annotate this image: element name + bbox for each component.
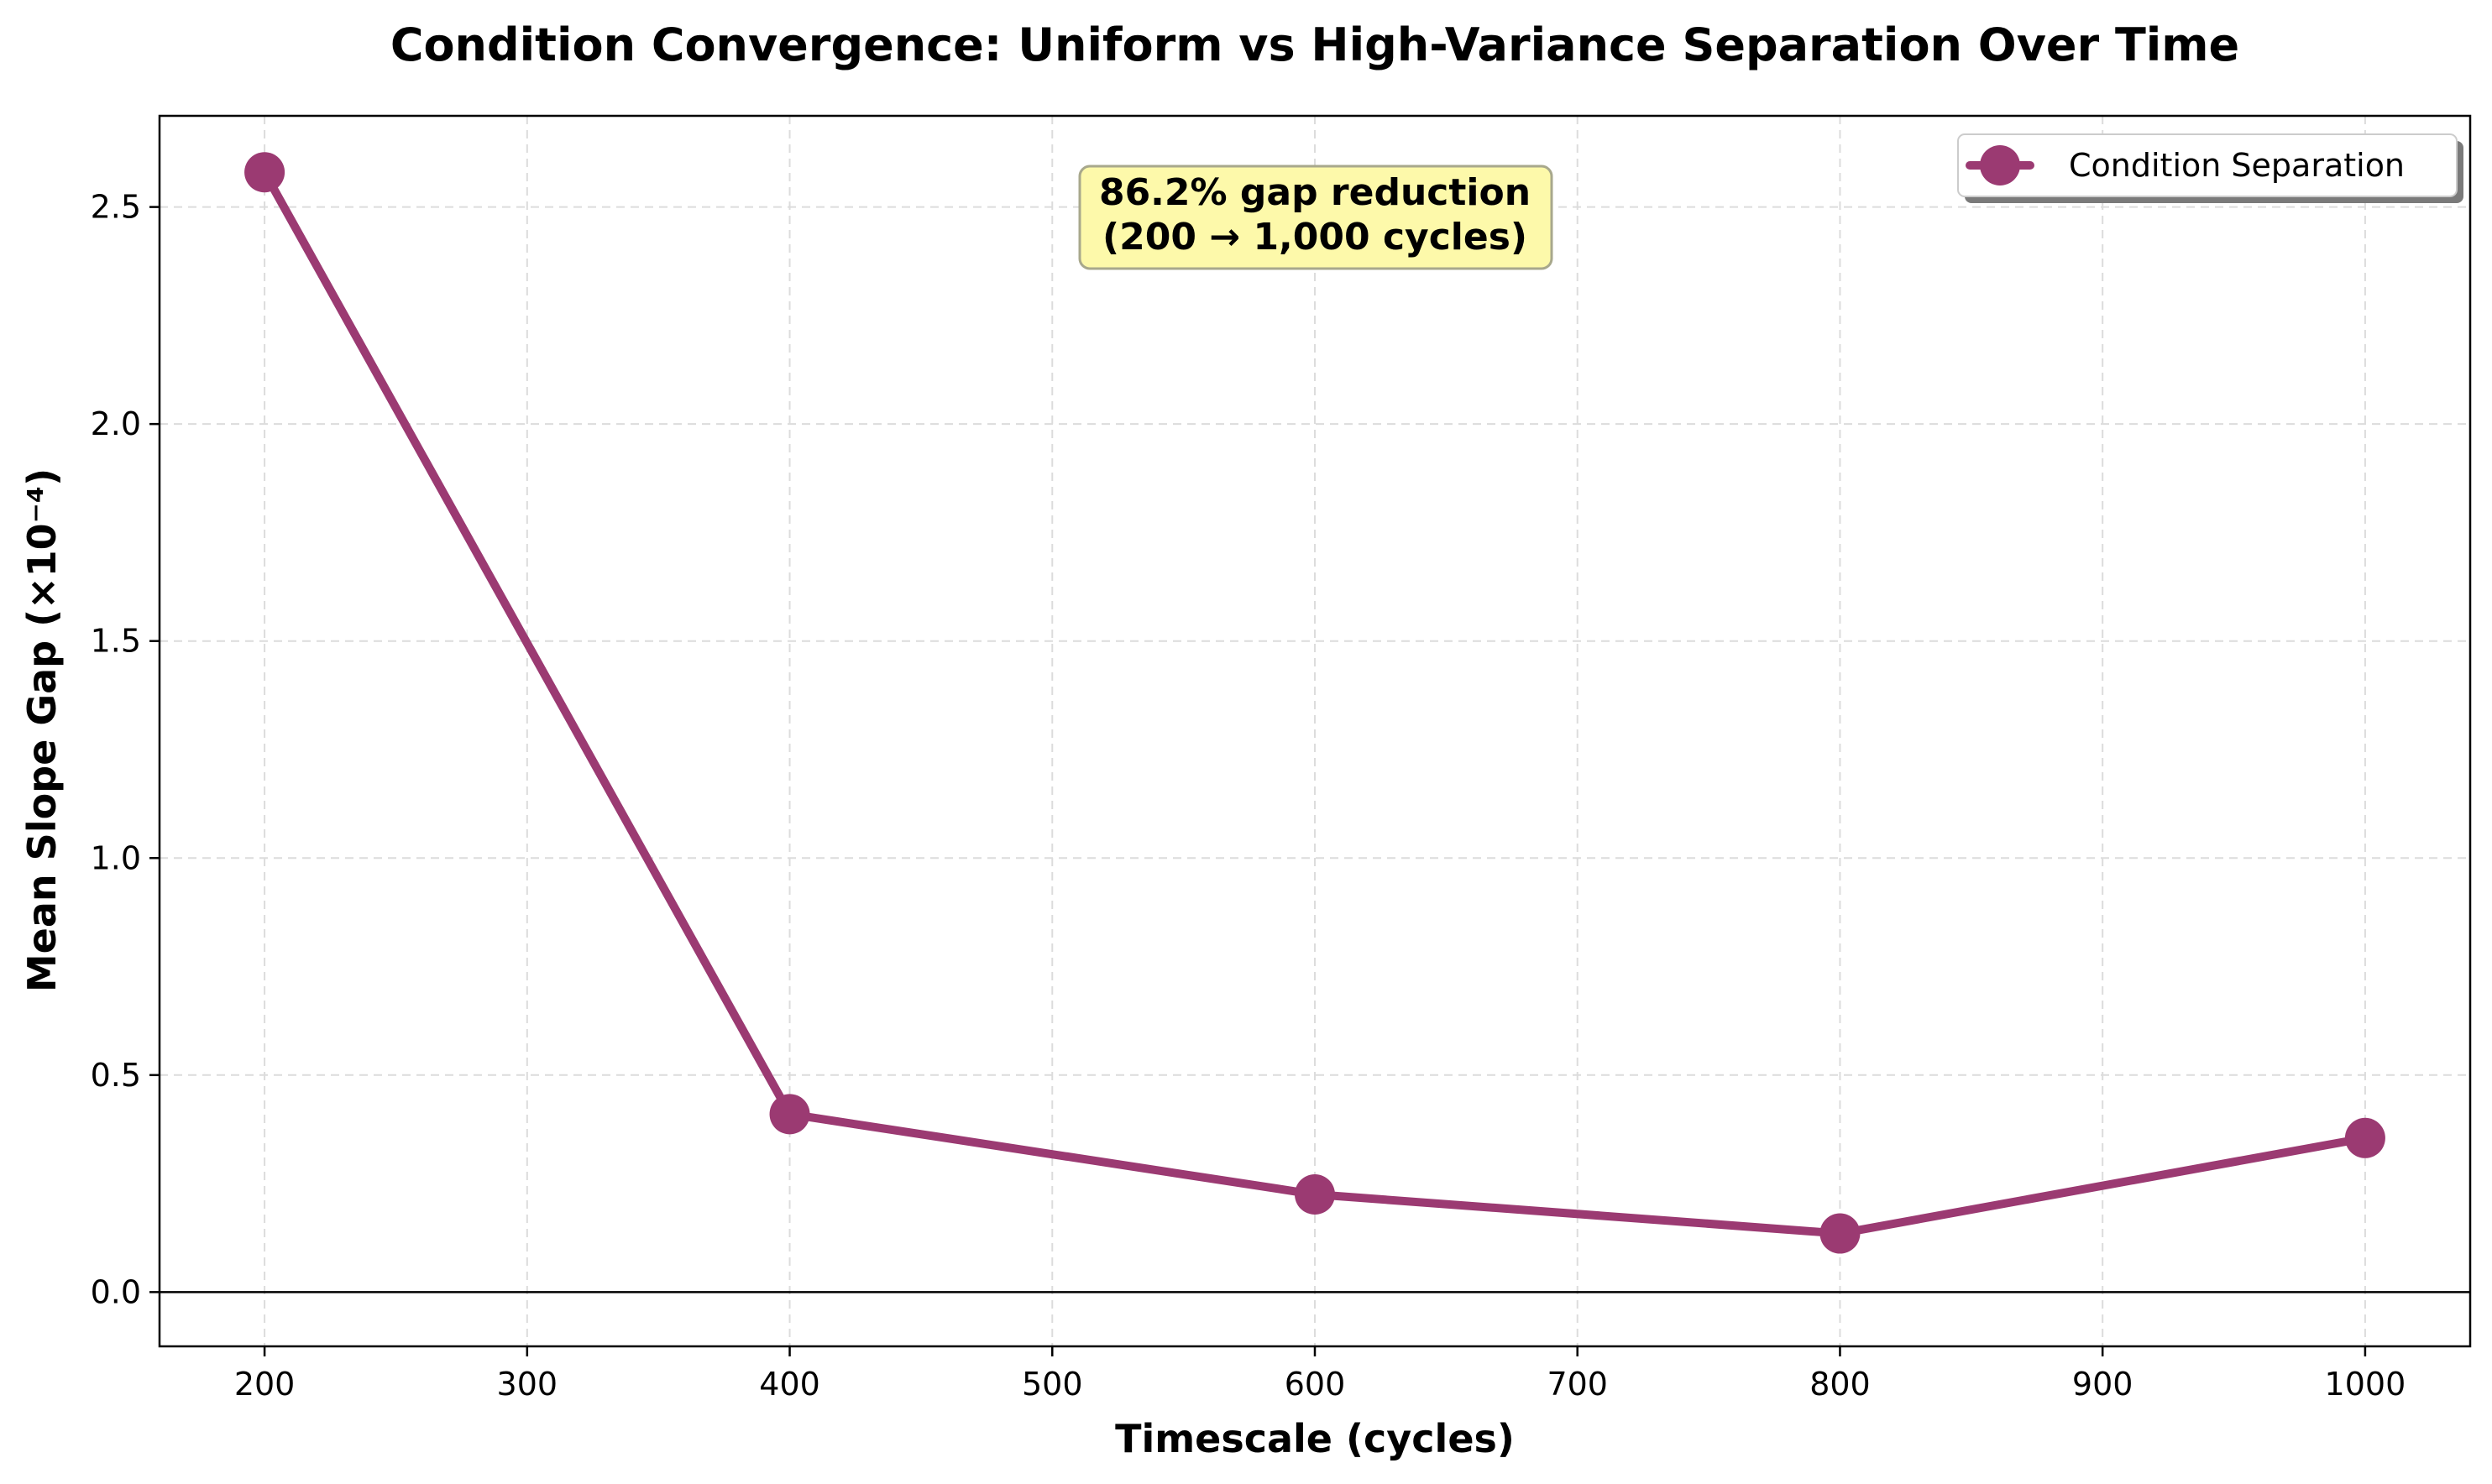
annotation-line-1: 86.2% gap reduction [1099, 171, 1531, 214]
data-point [1819, 1213, 1861, 1254]
legend: Condition Separation [1957, 133, 2463, 203]
y-tick-label: 2.5 [91, 189, 141, 226]
x-tick-label: 1000 [2325, 1366, 2406, 1403]
y-axis-label: Mean Slope Gap (×10⁻⁴) [19, 468, 65, 992]
data-point [769, 1094, 810, 1135]
x-tick-label: 400 [759, 1366, 820, 1403]
legend-box [1957, 133, 2458, 197]
legend-label: Condition Separation [2069, 147, 2405, 184]
x-tick-label: 600 [1285, 1366, 1346, 1403]
x-tick-label: 900 [2072, 1366, 2133, 1403]
x-tick-label: 500 [1022, 1366, 1083, 1403]
series-layer [244, 152, 2385, 1254]
chart-title: Condition Convergence: Uniform vs High-V… [390, 18, 2239, 71]
y-axis-ticks: 0.0 0.5 1.0 1.5 2.0 2.5 [91, 189, 160, 1310]
x-tick-label: 800 [1809, 1366, 1871, 1403]
x-tick-label: 300 [497, 1366, 558, 1403]
annotation-background [1078, 165, 1553, 270]
annotation-box: 86.2% gap reduction(200 → 1,000 cycles) [1078, 165, 1553, 270]
data-point [244, 152, 285, 193]
y-tick-label: 2.0 [91, 405, 141, 442]
x-axis-label: Timescale (cycles) [1115, 1416, 1515, 1461]
x-tick-label: 700 [1547, 1366, 1608, 1403]
x-axis-ticks: 200 300 400 500 600 700 800 900 1000 [234, 1346, 2406, 1403]
y-tick-label: 0.0 [91, 1273, 141, 1310]
legend-marker-swatch [1980, 145, 2020, 186]
data-point [1295, 1174, 1335, 1215]
data-point [2344, 1117, 2385, 1158]
y-tick-label: 1.5 [91, 623, 141, 660]
x-tick-label: 200 [234, 1366, 296, 1403]
y-tick-label: 1.0 [91, 839, 141, 876]
y-tick-label: 0.5 [91, 1057, 141, 1094]
grid-lines [160, 116, 2470, 1346]
annotation-line-2: (200 → 1,000 cycles) [1102, 216, 1527, 259]
